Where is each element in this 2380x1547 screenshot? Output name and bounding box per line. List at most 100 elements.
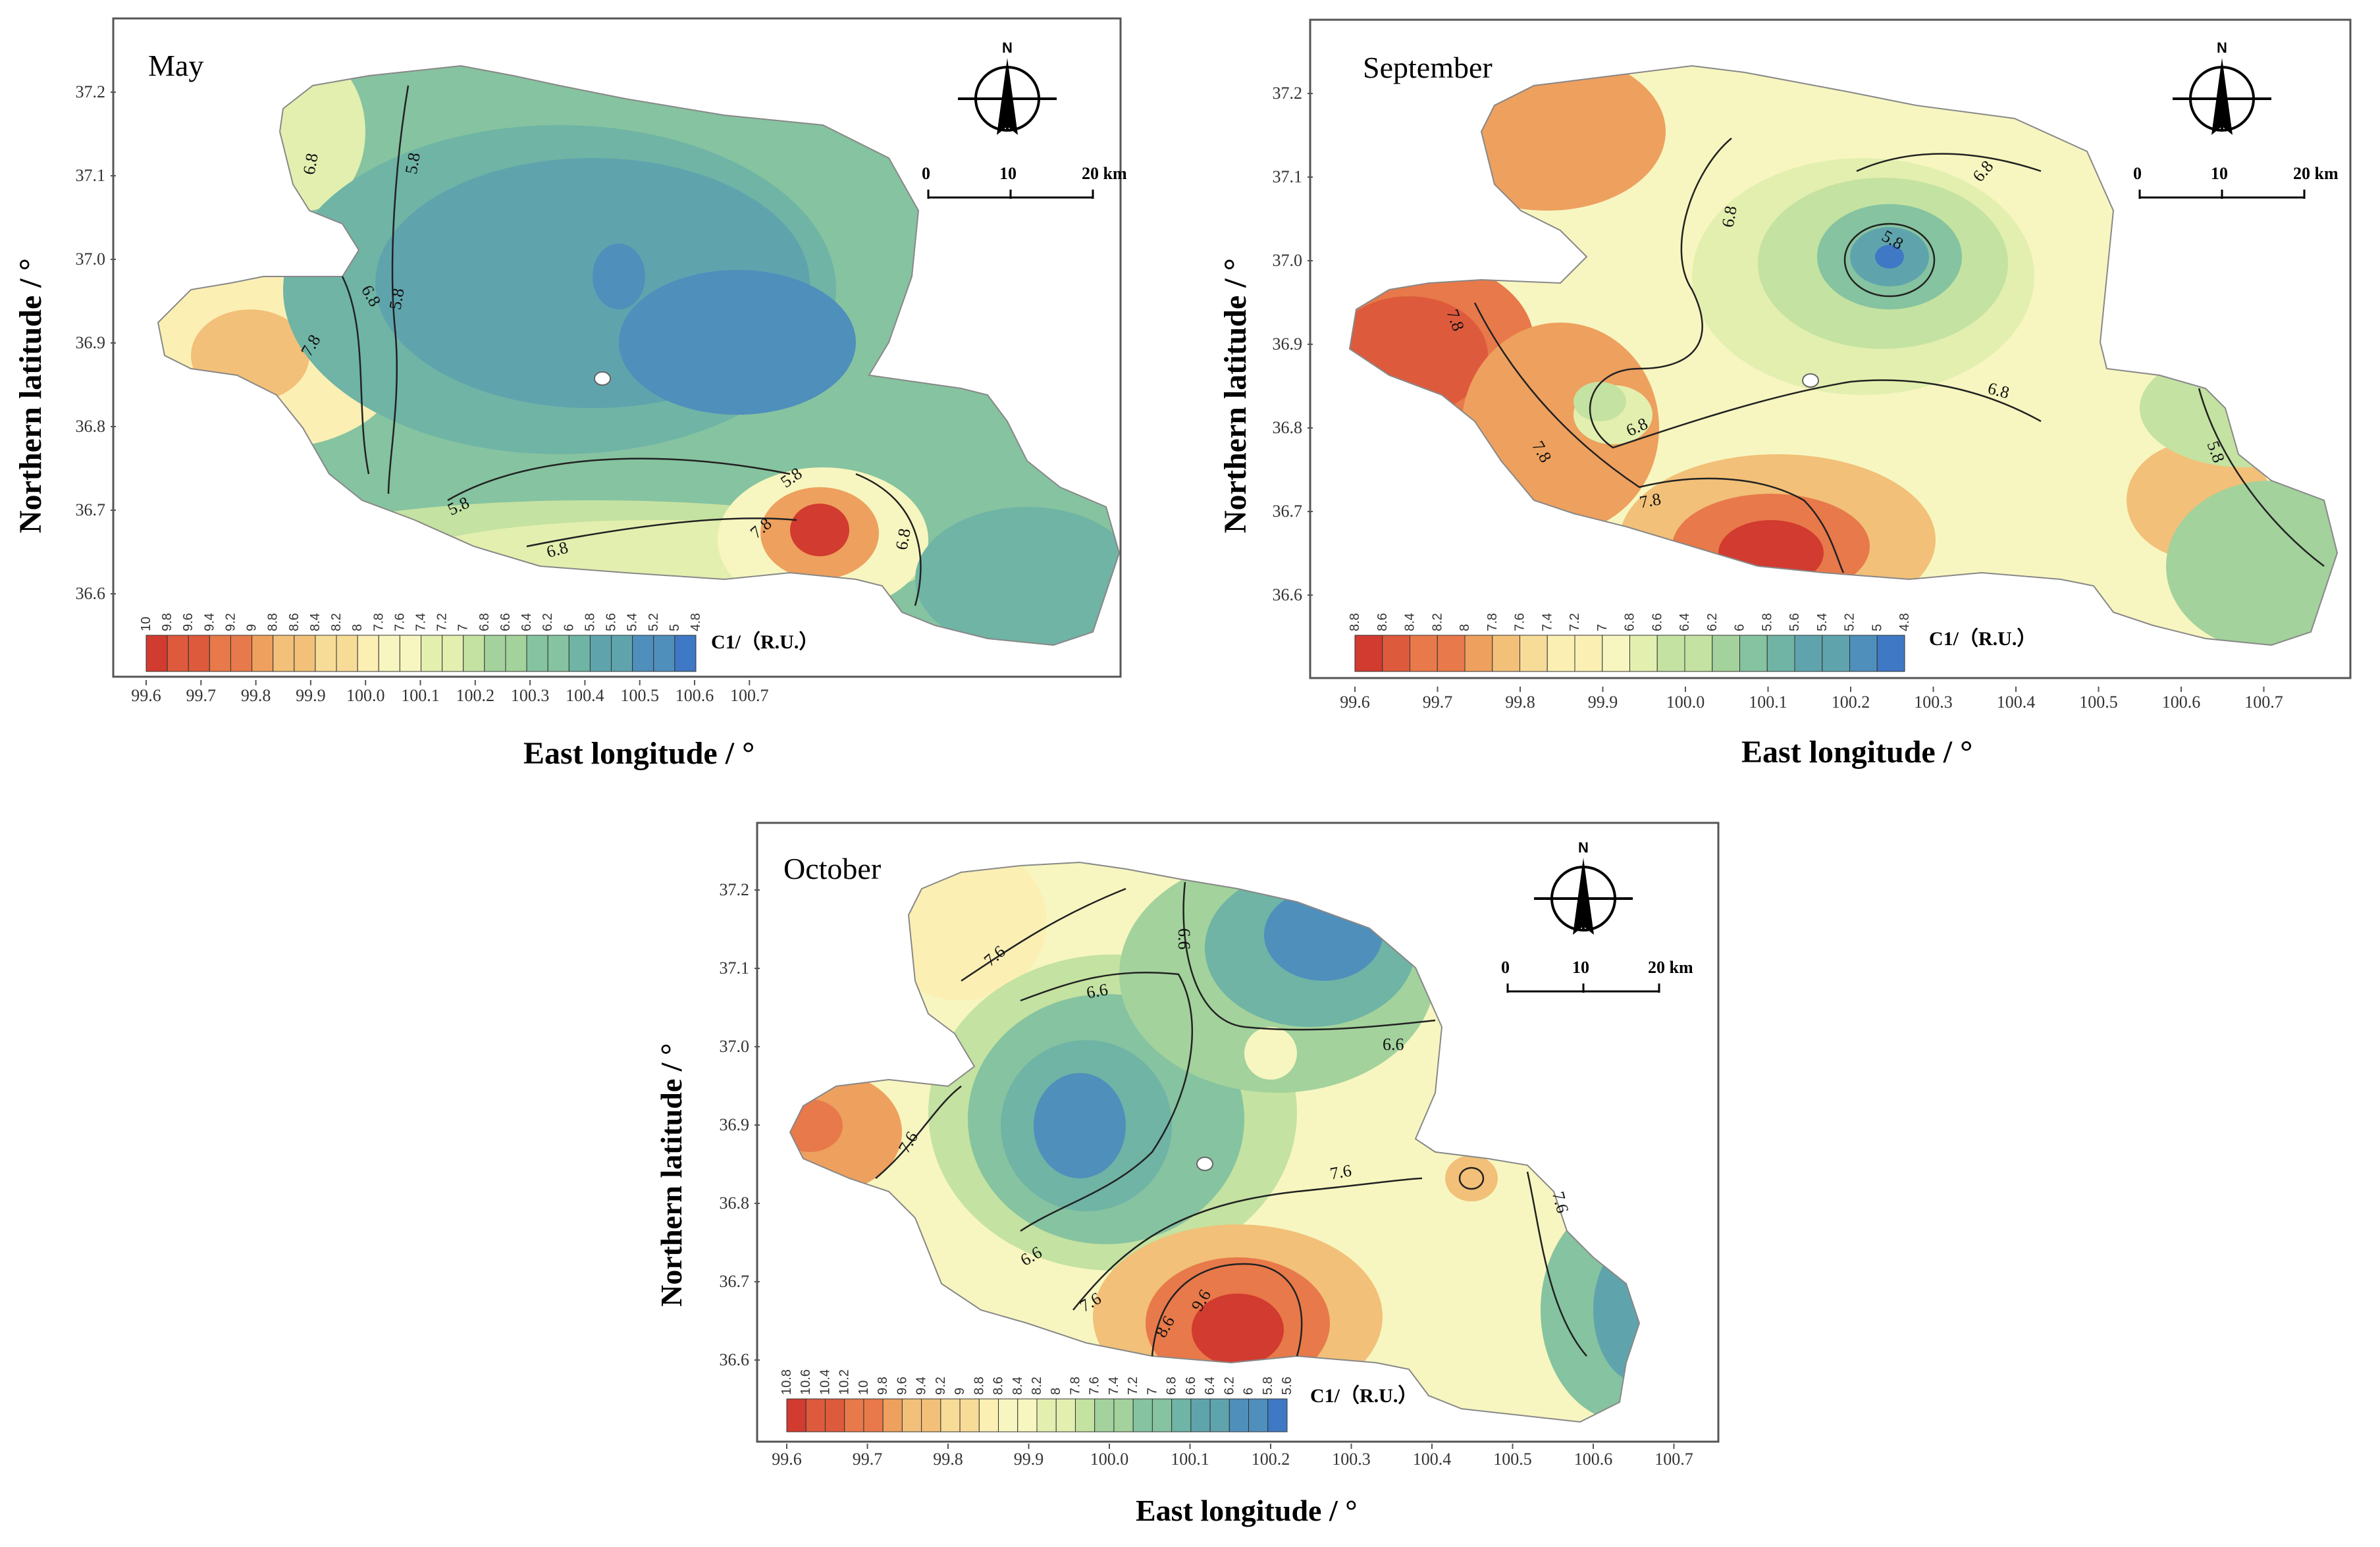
legend-swatch	[1629, 635, 1658, 672]
legend-tick-label: 6.8	[1165, 1377, 1179, 1395]
legend-tick-label: 8.8	[1348, 613, 1362, 631]
contour-label: 6.6	[1085, 980, 1109, 1002]
legend-swatch	[959, 1398, 980, 1432]
legend-swatch	[547, 635, 569, 672]
x-axis-label: East longitude / °	[1136, 1494, 1358, 1527]
legend-tick-label: 8.6	[287, 613, 302, 631]
legend-swatch	[1684, 635, 1713, 672]
y-axis-label: Northern latitude / °	[13, 258, 48, 533]
x-tick-label: 100.6	[1574, 1450, 1613, 1469]
legend-tick-label: 9.2	[223, 613, 238, 631]
x-axis-label: East longitude / °	[1741, 735, 1972, 770]
legend-swatch	[230, 635, 253, 672]
legend-swatch	[357, 635, 379, 672]
legend-tick-label: 8.4	[308, 613, 323, 631]
legend-swatch	[1382, 635, 1410, 672]
y-tick-label: 36.7	[720, 1272, 750, 1291]
month-title: September	[1363, 51, 1493, 84]
legend-tick-label: 7.6	[1513, 613, 1527, 631]
legend-tick-label: 6.2	[1705, 613, 1720, 631]
legend-swatch	[1766, 635, 1795, 672]
legend-tick-label: 6.8	[477, 613, 492, 631]
x-tick-label: 99.9	[296, 686, 326, 705]
y-tick-label: 36.9	[720, 1115, 750, 1134]
svg-text:N: N	[1002, 39, 1013, 56]
legend-tick-label: 8.8	[266, 613, 280, 631]
scale-bar: 0 10 20 km	[922, 164, 1127, 199]
legend-swatch	[568, 635, 591, 672]
y-tick-label: 37.1	[1273, 167, 1303, 186]
legend-tick-label: 6	[562, 624, 576, 631]
y-tick-label: 36.6	[1273, 585, 1303, 604]
legend-tick-label: 8.2	[1030, 1377, 1044, 1395]
legend-tick-label: 7	[1595, 624, 1610, 631]
legend-tick-label: 7.8	[1485, 613, 1500, 631]
legend-tick-label: 6.2	[541, 613, 555, 631]
x-tick-label: 100.7	[730, 686, 769, 705]
legend-tick-label: 10.4	[818, 1369, 832, 1395]
legend-tick-label: 9.4	[914, 1377, 929, 1395]
y-axis: 37.2 37.1 37.0 36.9 36.8 36.7 36.6	[1273, 84, 1313, 604]
contour-label: 5.8	[385, 287, 408, 311]
legend-swatch	[526, 635, 548, 672]
contour-label: 6.8	[1718, 205, 1741, 229]
x-tick-label: 100.4	[1413, 1450, 1452, 1469]
legend-swatch	[1267, 1398, 1288, 1432]
y-tick-label: 36.8	[76, 417, 106, 436]
legend-swatch	[1354, 635, 1383, 672]
legend-tick-label: 7.2	[1126, 1377, 1140, 1395]
legend-tick-label: 6.2	[1222, 1377, 1236, 1395]
color-legend: 10 9.8 9.6 9.4 9.2 9 8.8 8.6 8.4 8.2 8 7.8 7.6 7.4 7.2…	[139, 613, 703, 672]
svg-text:20 km: 20 km	[2293, 164, 2339, 183]
legend-swatch	[294, 635, 316, 672]
x-tick-label: 100.0	[1090, 1450, 1129, 1469]
y-axis-label: Northern latitude / °	[1218, 258, 1253, 533]
x-tick-label: 100.2	[456, 686, 495, 705]
legend-swatch	[589, 635, 612, 672]
legend-swatch	[1656, 635, 1685, 672]
x-tick-label: 100.5	[2079, 693, 2118, 712]
x-tick-label: 99.7	[1423, 693, 1453, 712]
legend-swatch	[863, 1398, 884, 1432]
svg-text:20 km: 20 km	[1082, 164, 1127, 183]
legend-swatch	[1739, 635, 1768, 672]
legend-tick-label: 5.8	[583, 613, 597, 631]
legend-tick-label: 5.6	[1787, 613, 1802, 631]
legend-tick-label: 6.4	[1203, 1377, 1217, 1395]
legend-tick-label: 5.6	[604, 613, 619, 631]
x-tick-label: 100.1	[401, 686, 440, 705]
legend-swatch	[1602, 635, 1630, 672]
legend-swatch	[611, 635, 633, 672]
legend-tick-label: 7.8	[371, 613, 386, 631]
legend-tick-label: 5	[1870, 624, 1884, 631]
legend-swatch	[786, 1398, 807, 1432]
legend-swatch	[145, 635, 168, 672]
legend-tick-label: 7	[456, 624, 471, 631]
y-tick-label: 37.2	[720, 880, 750, 899]
legend-tick-label: 6.8	[1623, 613, 1637, 631]
legend-swatch	[940, 1398, 961, 1432]
contour-label: 6.6	[1383, 1035, 1404, 1054]
legend-tick-label: 6.6	[1184, 1377, 1198, 1395]
x-tick-label: 100.1	[1749, 693, 1787, 712]
legend-tick-label: 5.4	[625, 613, 640, 631]
x-tick-label: 100.3	[1914, 693, 1953, 712]
x-axis: 99.6 99.7 99.8 99.9 100.0 100.1 100.2 100.3 100.…	[1340, 687, 2283, 712]
x-tick-label: 100.1	[1171, 1450, 1209, 1469]
legend-tick-label: 7	[1145, 1388, 1159, 1395]
svg-text:10: 10	[1572, 958, 1589, 977]
legend-title: C1/（R.U.）	[711, 631, 818, 653]
legend-tick-label: 5.6	[1280, 1377, 1294, 1395]
y-axis-label: Northern latitude / °	[654, 1043, 688, 1307]
y-tick-label: 36.6	[720, 1350, 750, 1369]
legend-tick-label: 9.6	[181, 613, 196, 631]
x-tick-label: 100.3	[1332, 1450, 1371, 1469]
scale-bar: 0 10 20 km	[2133, 164, 2339, 199]
legend-swatch	[1113, 1398, 1134, 1432]
legend-tick-label: 7.4	[1540, 613, 1554, 631]
x-tick-label: 100.6	[2162, 693, 2201, 712]
x-tick-label: 99.8	[1505, 693, 1535, 712]
svg-text:0: 0	[1501, 958, 1510, 977]
legend-swatch	[882, 1398, 903, 1432]
scale-bar: 0 10 20 km	[1501, 958, 1693, 993]
